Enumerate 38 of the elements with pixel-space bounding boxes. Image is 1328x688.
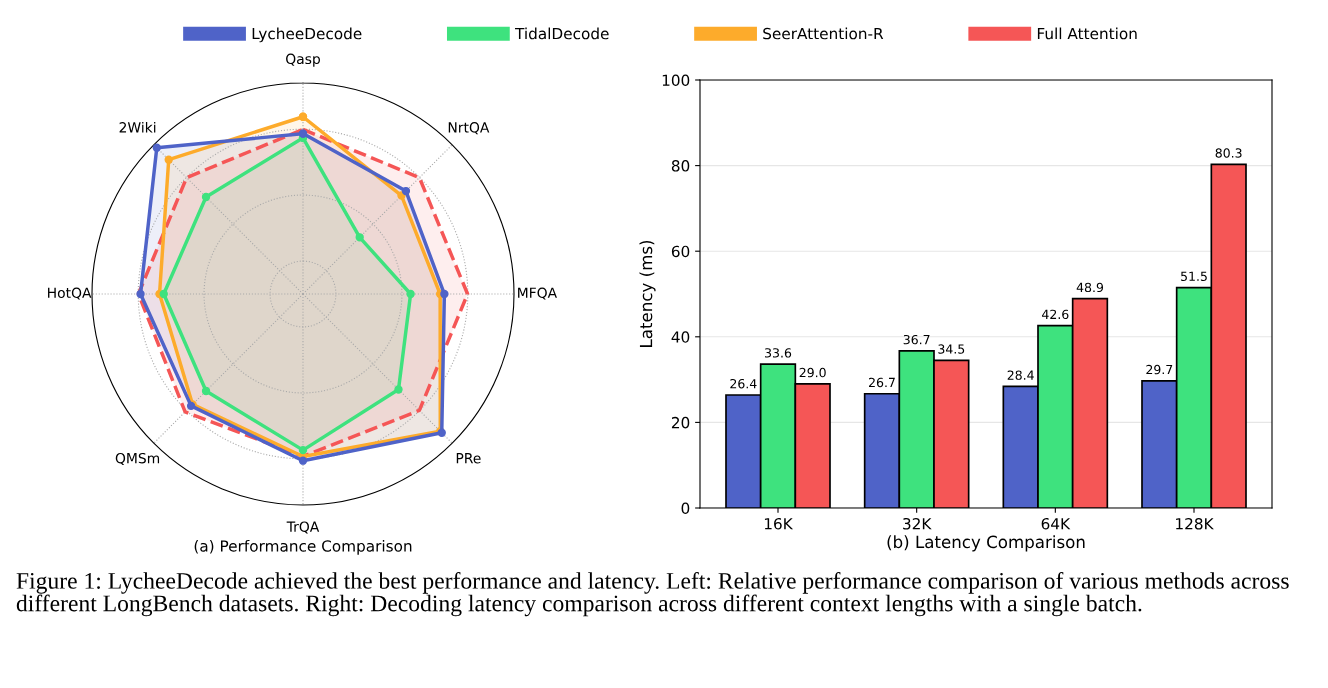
data-label: 33.6 (765, 348, 792, 358)
y-tick-label: 0 (681, 502, 690, 515)
y-tick-label: 100 (662, 74, 690, 87)
data-label: 29.7 (1146, 364, 1173, 375)
x-axis-title: (b) Latency Comparison (887, 535, 1085, 552)
data-label: 48.9 (1076, 282, 1104, 293)
legend-label: Full Attention (1037, 27, 1137, 40)
y-tick-label: 80 (671, 160, 690, 172)
text: (a) Performance Comparison (194, 539, 412, 555)
spoke-label: 2Wiki (119, 121, 156, 133)
data-label: 34.5 (938, 344, 965, 354)
data-label: 26.4 (730, 378, 757, 389)
spoke-label: QMSm (115, 452, 160, 466)
x-tick-label: 128K (1176, 517, 1214, 530)
spoke-label: Qasp (286, 53, 320, 67)
data-label: 28.4 (1007, 370, 1034, 380)
y-tick-label: 40 (671, 331, 690, 343)
y-tick-label: 60 (671, 245, 690, 258)
x-tick-label: 16K (764, 517, 794, 530)
data-label: 36.7 (903, 334, 930, 345)
caption: Figure 1: LycheeDecode achieved the best performance and latency. Left: Relative performance comparison of various methods across different LongBench datasets. Right: Decoding latency comparison across different context lengths with a single batch. (16, 572, 1289, 617)
spoke-label: MFQA (518, 287, 557, 300)
spoke-label: HotQA (48, 287, 92, 300)
spoke-label: NrtQA (448, 122, 490, 135)
legend-label: LycheeDecode (252, 27, 362, 43)
data-label: 26.7 (869, 377, 895, 388)
y-axis-title: Latency (ms) (639, 240, 656, 347)
legend-label: TidalDecode (514, 27, 609, 40)
x-tick-label: 32K (903, 517, 932, 530)
legend-label: SeerAttention-R (763, 27, 884, 40)
spoke-label: PRe (456, 453, 481, 464)
data-label: 51.5 (1181, 271, 1207, 281)
x-tick-label: 64K (1041, 517, 1071, 530)
spoke-label: TrQA (286, 521, 320, 534)
data-label: 80.3 (1215, 148, 1242, 158)
data-label: 29.0 (799, 367, 826, 378)
data-label: 42.6 (1042, 309, 1069, 320)
y-tick-label: 20 (671, 416, 690, 429)
